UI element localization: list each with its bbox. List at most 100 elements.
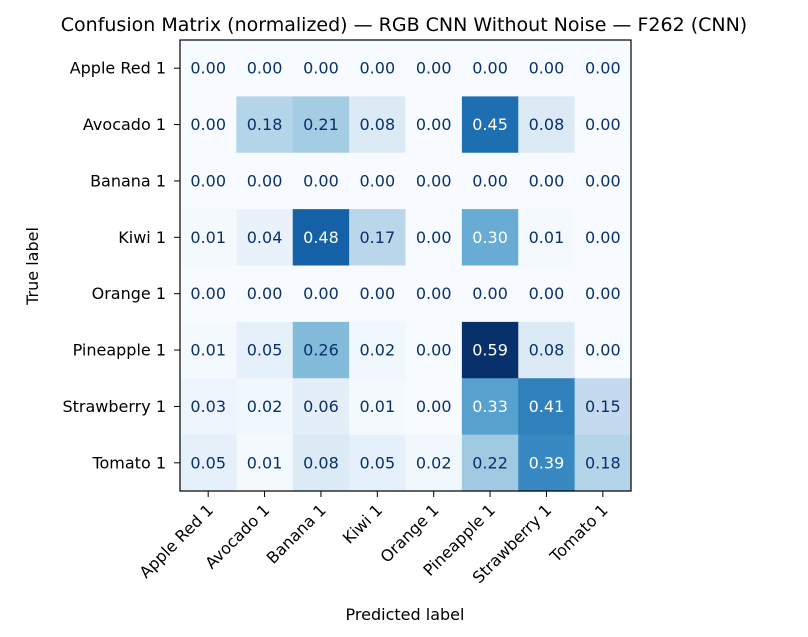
cell-value-label: 0.00 [472, 171, 508, 190]
y-tick-label: Pineapple 1 [73, 341, 166, 360]
heatmap-cell [236, 96, 294, 154]
cell-value-label: 0.05 [360, 453, 396, 472]
cell-value-label: 0.21 [303, 115, 339, 134]
heatmap-cell [180, 434, 237, 492]
cell-value-label: 0.00 [529, 171, 565, 190]
heatmap-cell [574, 209, 632, 267]
cell-value-label: 0.00 [416, 59, 452, 78]
heatmap-cell [518, 209, 576, 267]
chart-title: Confusion Matrix (normalized) — RGB CNN … [61, 14, 747, 36]
heatmap-cell [292, 40, 350, 97]
heatmap-cell [349, 96, 407, 154]
heatmap-cell [236, 209, 294, 267]
cell-value-label: 0.00 [190, 115, 226, 134]
heatmap-cell [180, 96, 237, 154]
cell-value-label: 0.00 [529, 284, 565, 303]
heatmap-cell [349, 152, 407, 210]
heatmap-cell [405, 378, 463, 436]
cell-value-label: 0.08 [303, 453, 339, 472]
x-axis-title: Predicted label [346, 605, 465, 624]
heatmap-cell [236, 40, 294, 97]
heatmap-cell [461, 209, 519, 267]
cell-value-label: 0.00 [472, 59, 508, 78]
cell-value-label: 0.45 [472, 115, 508, 134]
cell-value-label: 0.00 [585, 59, 621, 78]
heatmap-cell [574, 378, 632, 436]
cell-value-label: 0.00 [190, 59, 226, 78]
cell-value-label: 0.33 [472, 397, 508, 416]
heatmap-cell [236, 265, 294, 323]
cell-value-label: 0.00 [247, 59, 283, 78]
y-tick-label: Orange 1 [92, 284, 166, 303]
heatmap-cell [461, 265, 519, 323]
cell-value-label: 0.00 [585, 171, 621, 190]
cell-value-label: 0.00 [247, 171, 283, 190]
cell-value-label: 0.05 [247, 341, 283, 360]
cell-value-label: 0.00 [585, 115, 621, 134]
heatmap-cells [180, 40, 632, 492]
cell-value-label: 0.00 [416, 228, 452, 247]
cell-value-label: 0.02 [247, 397, 283, 416]
heatmap-cell [292, 96, 350, 154]
heatmap-cell [574, 96, 632, 154]
heatmap-cell [405, 265, 463, 323]
heatmap-cell [518, 321, 576, 379]
heatmap-cell [236, 152, 294, 210]
heatmap-cell [405, 209, 463, 267]
heatmap-cell [574, 321, 632, 379]
y-tick-label: Apple Red 1 [70, 59, 166, 78]
cell-value-label: 0.00 [360, 59, 396, 78]
y-tick-label: Tomato 1 [91, 453, 166, 472]
x-tick-label: Banana 1 [263, 500, 330, 567]
heatmap-cell [180, 265, 237, 323]
heatmap-cell [405, 152, 463, 210]
heatmap-cell [461, 378, 519, 436]
heatmap-cell [180, 321, 237, 379]
heatmap-cell [236, 321, 294, 379]
heatmap-cell [349, 209, 407, 267]
y-tick-label: Strawberry 1 [62, 397, 166, 416]
heatmap-cell [405, 96, 463, 154]
cell-value-label: 0.01 [529, 228, 565, 247]
heatmap-cell [574, 40, 632, 97]
heatmap-cell [349, 378, 407, 436]
cell-value-label: 0.00 [360, 284, 396, 303]
heatmap-cell [292, 378, 350, 436]
heatmap-cell [461, 40, 519, 97]
cell-value-label: 0.00 [247, 284, 283, 303]
plot-frame [179, 39, 632, 492]
cell-value-label: 0.01 [360, 397, 396, 416]
heatmap-cell [180, 209, 237, 267]
cell-value-label: 0.08 [360, 115, 396, 134]
heatmap-cell [349, 40, 407, 97]
heatmap-cell [292, 152, 350, 210]
y-tick-label: Kiwi 1 [118, 228, 166, 247]
cell-value-label: 0.00 [303, 59, 339, 78]
heatmap-cell [180, 152, 237, 210]
heatmap-cell [180, 40, 237, 97]
heatmap-cell [349, 434, 407, 492]
cell-value-label: 0.00 [416, 284, 452, 303]
heatmap-cell [518, 265, 576, 323]
cell-value-label: 0.26 [303, 341, 339, 360]
cell-value-label: 0.00 [416, 397, 452, 416]
cell-value-label: 0.00 [585, 341, 621, 360]
heatmap-cell [180, 378, 237, 436]
cell-value-label: 0.59 [472, 341, 508, 360]
cell-value-label: 0.08 [529, 341, 565, 360]
heatmap-cell [292, 321, 350, 379]
heatmap-cell [461, 152, 519, 210]
x-tick-label: Apple Red 1 [135, 500, 217, 582]
y-tick-label: Banana 1 [90, 171, 166, 190]
cell-value-label: 0.00 [416, 341, 452, 360]
heatmap-cell [236, 434, 294, 492]
heatmap-cell [518, 40, 576, 97]
cell-value-label: 0.04 [247, 228, 283, 247]
cell-value-label: 0.18 [585, 453, 621, 472]
heatmap-cell [461, 321, 519, 379]
cell-value-label: 0.22 [472, 453, 508, 472]
heatmap-cell [405, 434, 463, 492]
cell-value-label: 0.00 [472, 284, 508, 303]
y-axis-ticks: Apple Red 1 Avocado 1 Banana 1 Kiwi 1 Orange… [62, 59, 180, 472]
heatmap-cell [349, 321, 407, 379]
